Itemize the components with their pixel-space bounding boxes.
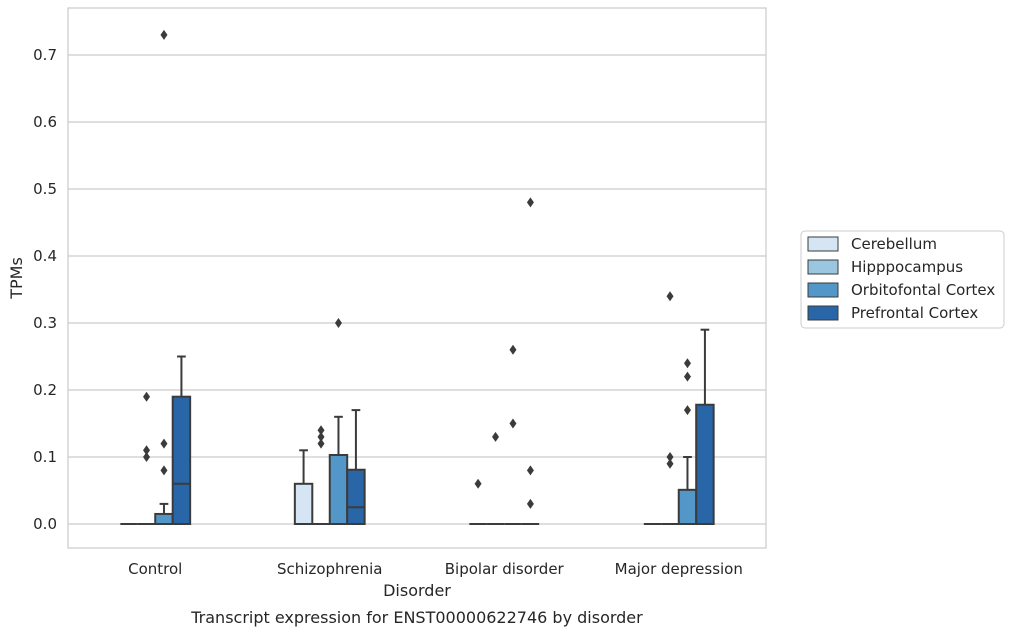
box [328, 453, 349, 525]
outlier-point [474, 478, 482, 489]
outlier-point [683, 405, 691, 416]
box-group [137, 391, 156, 525]
x-tick-label: Schizophrenia [277, 560, 382, 578]
outlier-point [683, 358, 691, 369]
y-tick-label: 0.3 [33, 314, 57, 332]
x-tick-label: Major depression [615, 560, 743, 578]
box-marks [120, 29, 715, 526]
outlier-point [317, 425, 325, 436]
outlier-point [160, 29, 168, 40]
outlier-point [666, 458, 674, 469]
outlier-point [160, 465, 168, 476]
box [293, 482, 314, 525]
series-prefrontal-cortex [171, 197, 715, 526]
outlier-point [317, 431, 325, 442]
y-axis-label: TPMs [7, 257, 26, 300]
series-cerebellum [120, 449, 662, 525]
y-axis-ticks: 0.0 0.1 0.2 0.3 0.4 0.5 0.6 0.7 [33, 46, 57, 533]
box-group [328, 318, 349, 525]
outlier-point [317, 438, 325, 449]
legend-frame [800, 230, 1005, 329]
y-tick-label: 0.0 [33, 515, 57, 533]
legend-label: Hipppocampus [851, 258, 963, 276]
series-orbitofontal-cortex [154, 29, 698, 526]
y-tick-label: 0.7 [33, 46, 57, 64]
legend-label: Prefrontal Cortex [851, 304, 978, 322]
box [154, 512, 174, 526]
outlier-point [509, 344, 517, 355]
box-group [521, 197, 540, 525]
box-group [504, 344, 522, 525]
y-tick-label: 0.6 [33, 113, 57, 131]
legend-swatch [807, 305, 839, 321]
outlier-point [666, 291, 674, 302]
legend-swatch [807, 282, 839, 298]
box-group [661, 291, 679, 525]
x-axis-ticks: Control Schizophrenia Bipolar disorder Majo… [128, 560, 743, 578]
box-group [312, 425, 330, 525]
x-tick-label: Control [128, 560, 182, 578]
outlier-point [492, 431, 500, 442]
outlier-point [526, 465, 534, 476]
series-hipppocampus [137, 291, 679, 525]
outlier-point [143, 391, 151, 402]
box [695, 403, 715, 525]
plot-frame [67, 7, 767, 549]
y-tick-label: 0.4 [33, 247, 57, 265]
box [677, 488, 698, 525]
legend-label: Orbitofontal Cortex [851, 281, 995, 299]
y-tick-label: 0.5 [33, 180, 57, 198]
outlier-point [526, 498, 534, 509]
x-axis-label: Disorder [383, 581, 451, 600]
chart-caption: Transcript expression for ENST0000062274… [190, 608, 643, 627]
legend-swatch [807, 259, 839, 275]
outlier-point [143, 452, 151, 462]
box-group [171, 355, 192, 526]
outlier-point [160, 438, 168, 449]
box-group [346, 409, 366, 526]
box-group [486, 431, 505, 525]
legend: Cerebellum Hipppocampus Orbitofontal Corte… [800, 230, 1005, 329]
box [346, 468, 366, 526]
box-group [154, 29, 174, 526]
box-group [293, 449, 314, 525]
outlier-point [666, 452, 674, 462]
outlier-point [143, 445, 151, 456]
box-group [677, 358, 698, 525]
box [171, 395, 192, 526]
box-group [469, 478, 487, 525]
outlier-point [683, 371, 691, 382]
y-tick-label: 0.1 [33, 448, 57, 466]
outlier-point [509, 418, 517, 429]
outlier-point [334, 318, 342, 328]
outlier-point [526, 197, 534, 208]
y-tick-label: 0.2 [33, 381, 57, 399]
box-group [695, 328, 715, 525]
x-tick-label: Bipolar disorder [445, 560, 565, 578]
legend-label: Cerebellum [851, 235, 937, 253]
legend-swatch [807, 236, 839, 252]
